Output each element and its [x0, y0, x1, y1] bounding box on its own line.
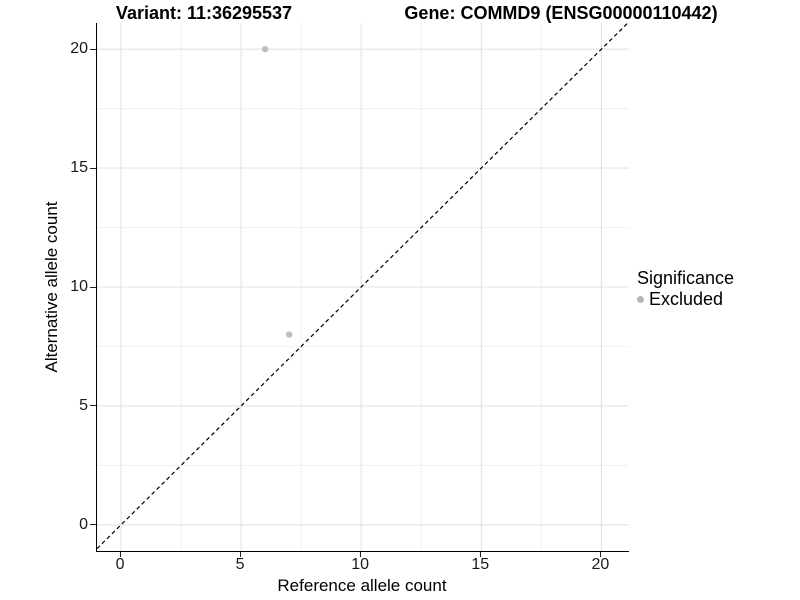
legend: Significance Excluded — [637, 268, 734, 309]
x-axis-tick-label: 5 — [235, 556, 245, 573]
excluded-point-icon — [637, 295, 644, 303]
x-axis-tick — [239, 552, 241, 557]
y-axis-tick-label: 10 — [70, 278, 88, 295]
legend-item-label: Excluded — [649, 289, 724, 309]
x-axis-tick-label: 0 — [115, 556, 125, 573]
x-axis-tick — [479, 552, 481, 557]
y-axis-tick-label: 0 — [79, 515, 88, 533]
variant-title: Variant: 11:36295537 — [115, 3, 293, 23]
gene-title: Gene: COMMD9 (ENSG00000110442) — [404, 3, 718, 23]
identity-line — [97, 23, 629, 550]
y-axis-tick — [90, 48, 96, 50]
x-axis-tick — [359, 552, 361, 557]
x-axis-tick-label: 20 — [591, 556, 610, 573]
major-gridlines — [97, 23, 629, 551]
data-point — [261, 45, 269, 53]
y-axis-tick-label: 15 — [70, 159, 88, 177]
x-axis-tick-label: 10 — [351, 556, 370, 573]
legend-title: Significance — [637, 268, 735, 288]
y-axis-tick-label: 5 — [79, 396, 88, 414]
plot-canvas — [97, 23, 629, 551]
legend-item-excluded: Excluded — [637, 289, 734, 309]
x-axis-tick-label: 15 — [471, 556, 490, 573]
y-axis-tick — [90, 167, 96, 169]
x-axis-title: Reference allele count — [277, 576, 447, 595]
data-point — [285, 331, 293, 338]
y-axis-tick-label: 20 — [70, 40, 88, 58]
plot-panel — [96, 23, 629, 552]
y-axis-tick — [90, 286, 96, 288]
y-axis-tick — [90, 405, 96, 407]
x-axis-tick — [599, 552, 601, 557]
y-axis-tick — [90, 524, 96, 526]
x-axis-tick — [119, 552, 121, 557]
